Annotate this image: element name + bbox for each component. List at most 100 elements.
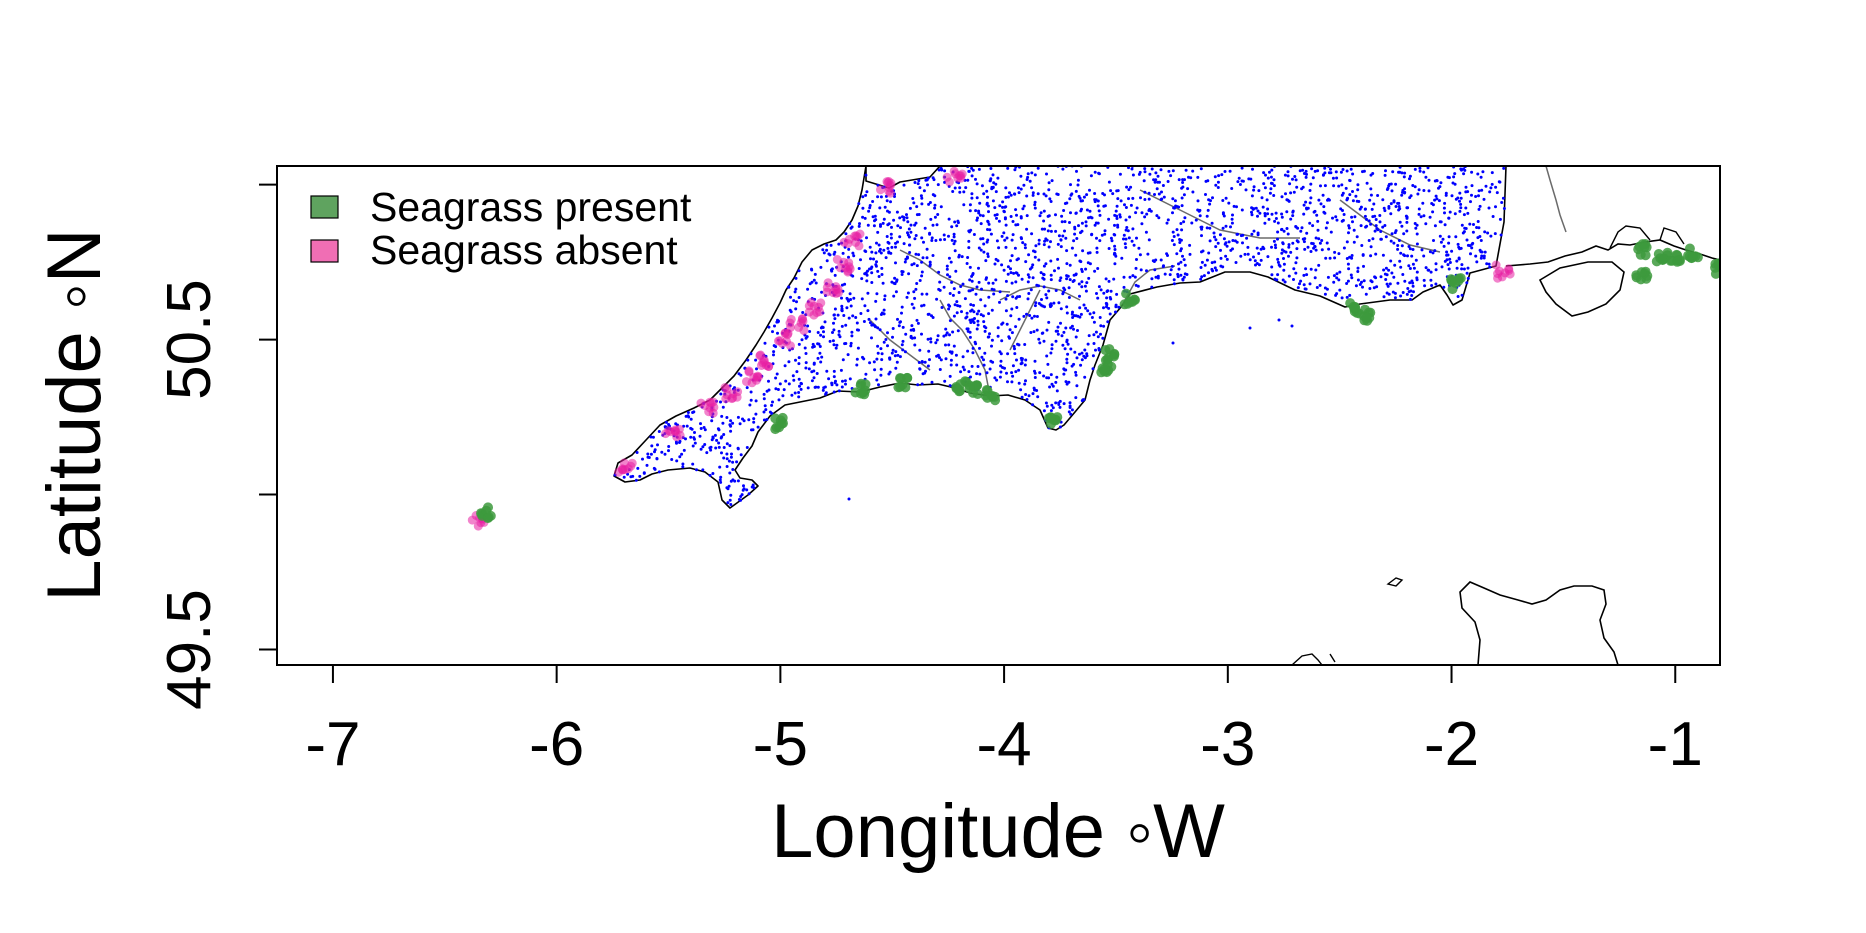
water-quality-point: [1058, 279, 1062, 282]
water-quality-point: [1016, 342, 1019, 346]
water-quality-point: [885, 199, 889, 203]
water-quality-point: [937, 287, 941, 291]
water-quality-point: [1433, 224, 1437, 228]
water-quality-point: [1406, 254, 1409, 258]
water-quality-point: [1219, 264, 1223, 268]
water-quality-point: [1239, 254, 1243, 258]
water-quality-point: [1030, 171, 1034, 175]
water-quality-point: [1115, 189, 1119, 193]
water-quality-point: [990, 287, 994, 291]
water-quality-point: [1068, 401, 1072, 405]
water-quality-point: [872, 360, 876, 364]
water-quality-point: [1338, 270, 1342, 274]
water-quality-point: [1169, 268, 1173, 272]
water-quality-point: [1470, 170, 1474, 174]
water-quality-point: [1286, 198, 1290, 202]
water-quality-point: [1316, 219, 1320, 223]
water-quality-point: [1208, 226, 1212, 230]
water-quality-point: [1094, 330, 1098, 334]
water-quality-point: [1417, 188, 1421, 192]
water-quality-point: [1412, 290, 1415, 294]
water-quality-point: [1044, 401, 1048, 405]
water-quality-point: [1450, 194, 1454, 198]
water-quality-point: [1211, 196, 1214, 200]
water-quality-point: [1084, 224, 1088, 228]
water-quality-point: [1427, 189, 1431, 193]
water-quality-point: [1131, 274, 1135, 278]
water-quality-point: [874, 251, 878, 255]
water-quality-point: [903, 350, 907, 354]
water-quality-point: [754, 358, 758, 362]
water-quality-point: [1422, 254, 1426, 258]
water-quality-point: [1341, 168, 1345, 171]
water-quality-point: [1156, 274, 1160, 278]
water-quality-point: [1047, 214, 1051, 218]
water-quality-point: [1273, 219, 1277, 223]
water-quality-point: [1294, 225, 1298, 229]
water-quality-point: [968, 318, 972, 322]
water-quality-point: [1484, 184, 1488, 188]
water-quality-point: [936, 213, 940, 216]
water-quality-point: [1049, 409, 1053, 413]
water-quality-point: [1125, 185, 1129, 189]
water-quality-point: [991, 199, 995, 203]
water-quality-point: [1147, 191, 1151, 195]
water-quality-point: [1235, 232, 1239, 236]
water-quality-point: [971, 346, 975, 350]
water-quality-point: [1250, 194, 1254, 198]
water-quality-point: [926, 183, 929, 187]
water-quality-point: [1487, 206, 1491, 210]
water-quality-point: [1033, 206, 1037, 210]
map-layers: [467, 166, 1720, 665]
water-quality-point: [849, 341, 853, 345]
water-quality-point: [1040, 227, 1044, 231]
water-quality-point: [1338, 288, 1342, 292]
water-quality-point: [1351, 199, 1355, 203]
water-quality-point: [1495, 191, 1499, 195]
water-quality-point: [1393, 291, 1397, 295]
water-quality-point: [962, 203, 966, 207]
seagrass-present-point: [964, 383, 975, 394]
water-quality-point: [844, 382, 847, 386]
water-quality-point: [1004, 279, 1008, 283]
water-quality-point: [1142, 179, 1146, 183]
water-quality-point: [823, 320, 827, 324]
water-quality-point: [1148, 207, 1152, 211]
water-quality-point: [827, 252, 831, 256]
water-quality-point: [1042, 409, 1046, 413]
seagrass-absent-point: [855, 229, 865, 239]
water-quality-point: [861, 206, 865, 210]
water-quality-point: [1500, 201, 1504, 204]
water-quality-point: [913, 296, 917, 300]
water-quality-point: [982, 192, 986, 196]
water-quality-point: [974, 342, 978, 346]
water-quality-point: [1011, 233, 1015, 237]
water-quality-point: [990, 344, 993, 348]
water-quality-point: [1071, 316, 1075, 319]
water-quality-point: [850, 225, 854, 229]
water-quality-point: [1171, 230, 1175, 234]
water-quality-point: [1026, 297, 1030, 301]
water-quality-point: [958, 304, 962, 308]
water-quality-point: [918, 186, 922, 190]
water-quality-point: [1064, 236, 1068, 240]
water-quality-point: [1318, 241, 1322, 245]
water-quality-point: [1309, 196, 1313, 200]
water-quality-point: [1096, 335, 1100, 339]
water-quality-point: [794, 307, 798, 311]
water-quality-point: [814, 281, 818, 285]
water-quality-point: [974, 209, 978, 213]
water-quality-point: [1205, 214, 1209, 218]
water-quality-point: [947, 343, 951, 347]
water-quality-point: [1037, 302, 1041, 305]
water-quality-point: [1011, 220, 1015, 223]
water-quality-point: [1080, 285, 1084, 289]
water-quality-point: [930, 380, 934, 384]
water-quality-point: [1489, 186, 1493, 190]
water-quality-point: [1392, 275, 1396, 279]
water-quality-point: [653, 448, 657, 452]
water-quality-point: [891, 348, 895, 352]
water-quality-point: [751, 428, 755, 432]
water-quality-point: [1465, 238, 1469, 242]
water-quality-point: [1085, 281, 1089, 285]
